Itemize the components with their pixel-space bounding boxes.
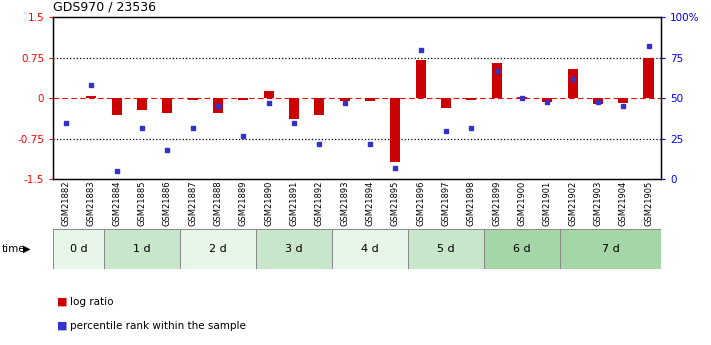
Bar	[314, 98, 324, 115]
Bar	[618, 98, 629, 103]
Text: 0 d: 0 d	[70, 244, 87, 254]
Bar	[180, 229, 256, 269]
Bar	[517, 97, 527, 98]
Text: percentile rank within the sample: percentile rank within the sample	[70, 321, 245, 331]
Text: 2 d: 2 d	[209, 244, 227, 254]
Text: ▶: ▶	[23, 244, 31, 254]
Bar	[264, 91, 274, 98]
Bar	[256, 229, 332, 269]
Bar	[137, 98, 147, 110]
Bar	[238, 98, 248, 100]
Bar	[162, 98, 172, 114]
Text: time: time	[1, 244, 25, 254]
Text: 4 d: 4 d	[361, 244, 379, 254]
Text: log ratio: log ratio	[70, 297, 113, 307]
Bar	[560, 229, 661, 269]
Bar	[340, 98, 350, 101]
Text: 7 d: 7 d	[602, 244, 619, 254]
Bar	[213, 98, 223, 114]
Text: 5 d: 5 d	[437, 244, 455, 254]
Bar	[484, 229, 560, 269]
Bar	[390, 98, 400, 162]
Bar	[112, 98, 122, 115]
Bar	[643, 58, 653, 98]
Text: GDS970 / 23536: GDS970 / 23536	[53, 1, 156, 14]
Text: ■: ■	[57, 297, 68, 307]
Bar	[593, 98, 603, 104]
Bar	[188, 98, 198, 100]
Bar	[289, 98, 299, 119]
Bar	[415, 60, 426, 98]
Bar	[542, 98, 552, 101]
Bar	[104, 229, 180, 269]
Bar	[86, 96, 97, 98]
Bar	[466, 98, 476, 100]
Bar	[441, 98, 451, 108]
Text: 3 d: 3 d	[285, 244, 303, 254]
Bar	[567, 69, 577, 98]
Bar	[332, 229, 408, 269]
Text: ■: ■	[57, 321, 68, 331]
Bar	[491, 63, 502, 98]
Text: 6 d: 6 d	[513, 244, 530, 254]
Bar	[53, 229, 104, 269]
Bar	[365, 98, 375, 101]
Text: 1 d: 1 d	[133, 244, 151, 254]
Bar	[408, 229, 484, 269]
